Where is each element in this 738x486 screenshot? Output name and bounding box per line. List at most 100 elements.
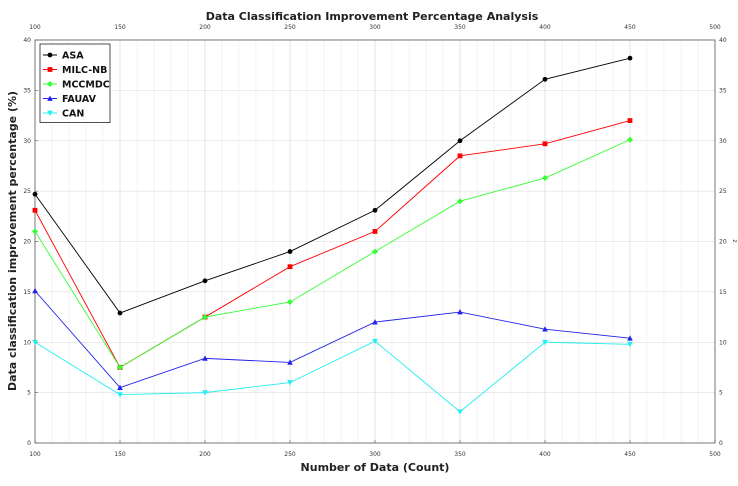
legend-marker-fauav	[47, 95, 53, 101]
x-tick-label-bottom: 350	[454, 451, 466, 458]
legend-label-fauav: FAUAV	[62, 94, 97, 105]
legend-marker-asa	[47, 52, 53, 58]
right-axis-title: z	[731, 239, 738, 242]
legend-marker-can	[47, 110, 53, 116]
x-tick-label-bottom: 400	[539, 451, 551, 458]
y-tick-label-left: 30	[23, 138, 31, 145]
y-tick-label-left: 20	[23, 239, 31, 246]
data-point-milc-nb	[627, 118, 633, 123]
y-tick-label-right: 35	[719, 87, 727, 94]
y-axis-title: Data classification improvement percenta…	[6, 91, 19, 391]
data-point-asa	[32, 191, 38, 197]
data-point-mccmdc	[457, 198, 463, 205]
data-point-fauav	[32, 287, 38, 294]
y-tick-label-right: 25	[719, 188, 727, 195]
data-point-mccmdc	[117, 364, 123, 371]
x-tick-label-bottom: 500	[709, 451, 721, 458]
series-asa	[32, 55, 633, 316]
data-point-asa	[457, 138, 463, 144]
data-point-fauav	[372, 319, 378, 325]
data-point-fauav	[627, 335, 633, 341]
x-tick-label-bottom: 200	[199, 451, 211, 458]
x-axis-title: Number of Data (Count)	[301, 461, 450, 474]
chart-title: Data Classification Improvement Percenta…	[206, 10, 539, 23]
data-point-mccmdc	[372, 248, 378, 255]
data-point-asa	[117, 310, 123, 316]
y-tick-label-right: 15	[719, 289, 727, 296]
data-point-asa	[202, 278, 208, 284]
series-line-can	[34, 340, 631, 413]
grid-lines	[35, 40, 715, 443]
series-can	[32, 338, 633, 415]
data-point-mccmdc	[202, 314, 208, 321]
y-tick-label-right: 20	[719, 239, 727, 246]
x-tick-label-top: 500	[709, 24, 721, 31]
data-point-asa	[542, 76, 548, 82]
series-line-mccmdc	[34, 139, 631, 369]
data-point-fauav	[457, 309, 463, 315]
y-tick-label-left: 10	[23, 339, 31, 346]
y-tick-label-right: 10	[719, 339, 727, 346]
y-tick-label-left: 15	[23, 289, 31, 296]
legend-label-asa: ASA	[62, 51, 84, 62]
data-point-fauav	[542, 326, 548, 332]
series-mccmdc	[32, 136, 633, 371]
series-fauav	[32, 287, 633, 390]
x-tick-label-top: 450	[624, 24, 636, 31]
y-tick-label-right: 40	[719, 37, 727, 44]
legend-label-can: CAN	[62, 109, 84, 120]
data-point-mccmdc	[542, 175, 548, 182]
series-line-fauav	[34, 290, 631, 389]
legend-marker-milc-nb	[47, 67, 53, 72]
data-point-can	[627, 341, 633, 348]
data-point-asa	[287, 249, 293, 254]
data-point-mccmdc	[32, 228, 38, 235]
data-point-milc-nb	[372, 229, 378, 234]
x-tick-label-top: 150	[114, 24, 126, 31]
data-point-can	[372, 338, 378, 345]
y-tick-label-left: 5	[27, 390, 31, 397]
data-point-mccmdc	[627, 136, 633, 143]
y-tick-label-right: 0	[719, 440, 723, 447]
data-point-can	[117, 392, 123, 398]
x-tick-label-top: 300	[369, 24, 381, 31]
data-point-fauav	[287, 359, 293, 365]
y-tick-label-left: 40	[23, 37, 31, 44]
legend: ASA MILC-NB MCCMDC FAUAV CAN	[39, 43, 111, 123]
data-point-milc-nb	[542, 141, 548, 147]
data-point-can	[202, 390, 208, 396]
x-tick-label-bottom: 300	[369, 451, 381, 458]
x-tick-label-top: 250	[284, 24, 296, 31]
x-tick-label-bottom: 150	[114, 451, 126, 458]
data-point-can	[457, 409, 463, 415]
y-tick-label-left: 0	[27, 440, 31, 447]
y-tick-label-left: 25	[23, 188, 31, 195]
data-point-milc-nb	[457, 153, 463, 159]
series-layer	[32, 55, 633, 415]
data-point-can	[542, 339, 548, 346]
data-point-fauav	[117, 384, 123, 390]
y-tick-label-right: 5	[719, 390, 723, 397]
y-tick-label-left: 35	[23, 87, 31, 94]
data-point-fauav	[202, 355, 208, 361]
data-point-milc-nb	[32, 207, 38, 213]
data-point-can	[287, 380, 293, 386]
x-tick-label-bottom: 250	[284, 451, 296, 458]
x-tick-label-top: 350	[454, 24, 466, 31]
y-tick-label-right: 30	[719, 138, 727, 145]
data-point-milc-nb	[287, 264, 293, 270]
data-point-can	[32, 339, 38, 346]
x-tick-label-bottom: 100	[29, 451, 41, 458]
data-point-asa	[372, 207, 378, 213]
x-tick-label-bottom: 450	[624, 451, 636, 458]
axis-ticks: 1001001501502002002502503003003503504004…	[23, 24, 726, 458]
legend-marker-mccmdc	[47, 81, 53, 87]
x-tick-label-top: 100	[29, 24, 41, 31]
data-point-asa	[627, 55, 633, 61]
series-line-asa	[34, 57, 631, 314]
x-tick-label-top: 200	[199, 24, 211, 31]
legend-label-mccmdc: MCCMDC	[62, 80, 110, 91]
data-point-mccmdc	[287, 298, 293, 305]
